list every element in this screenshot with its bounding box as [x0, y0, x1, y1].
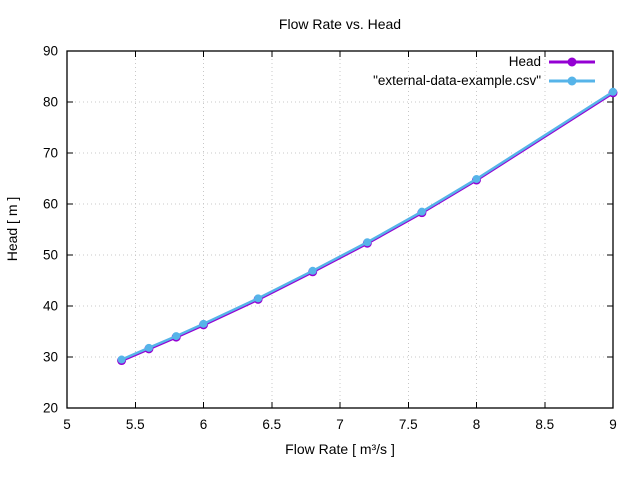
x-tick-label: 8.5	[535, 417, 554, 432]
y-tick-label: 80	[43, 95, 58, 110]
legend-line-sample-icon	[549, 57, 595, 66]
series-line-0	[120, 91, 615, 363]
series-1	[117, 87, 617, 364]
data-point	[144, 343, 153, 352]
x-tick-label: 6	[200, 417, 208, 432]
tick-marks	[66, 50, 614, 409]
x-tick-label: 6.5	[262, 417, 281, 432]
chart-title: Flow Rate vs. Head	[278, 16, 402, 32]
legend-label-head: Head	[508, 54, 541, 69]
data-point	[172, 332, 181, 341]
legend-entry-head: Head	[373, 52, 596, 71]
data-point	[609, 87, 617, 96]
legend-entry-csv: "external-data-example.csv"	[373, 71, 596, 90]
legend-marker-0	[567, 57, 577, 66]
x-tick-label: 5.5	[126, 417, 145, 432]
series-0	[117, 88, 618, 366]
legend: Head "external-data-example.csv"	[373, 52, 596, 90]
data-point	[117, 355, 126, 364]
legend-label-csv: "external-data-example.csv"	[373, 73, 541, 88]
legend-marker-1	[567, 76, 577, 85]
data-point	[254, 294, 263, 303]
series-line-1	[120, 90, 615, 361]
y-tick-label: 20	[43, 401, 58, 416]
y-tick-label: 30	[43, 350, 58, 365]
data-point	[363, 238, 372, 247]
y-tick-label: 90	[43, 44, 58, 59]
tick-labels: 5 5.5 6 6.5 7 7.5 8 8.5 9 20 30 40 50 60 70 80 90	[43, 44, 617, 433]
x-tick-label: 7	[336, 417, 344, 432]
data-point	[472, 175, 481, 184]
y-tick-label: 40	[43, 299, 58, 314]
y-tick-label: 60	[43, 197, 58, 212]
legend-line-sample-icon	[549, 76, 595, 85]
x-tick-label: 9	[609, 417, 617, 432]
data-point	[308, 266, 317, 275]
x-axis-label: Flow Rate [ m³/s ]	[285, 441, 395, 457]
data-point	[199, 319, 208, 328]
x-tick-label: 8	[473, 417, 481, 432]
x-tick-label: 5	[63, 417, 71, 432]
x-tick-label: 7.5	[399, 417, 418, 432]
data-point	[417, 207, 426, 216]
y-axis-label: Head [ m ]	[4, 196, 20, 262]
y-tick-label: 50	[43, 248, 58, 263]
grid	[67, 51, 613, 408]
y-tick-label: 70	[43, 146, 58, 161]
plot-border	[66, 50, 614, 409]
